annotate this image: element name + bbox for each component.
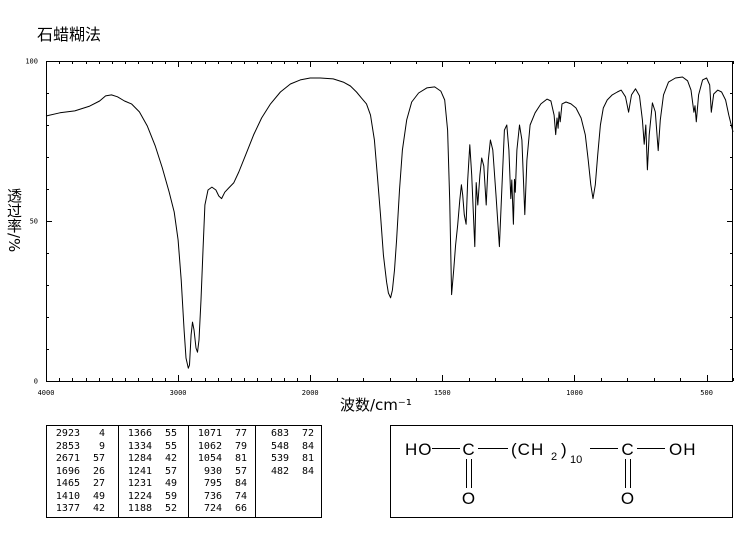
peak-transmittance: 55 — [164, 428, 177, 439]
peak-transmittance: 79 — [234, 440, 247, 452]
peak-wavenumber: 1465 — [55, 478, 80, 489]
peak-transmittance: 4 — [98, 428, 105, 439]
peak-transmittance: 42 — [92, 503, 105, 514]
methylene-subscript: 2 — [551, 451, 557, 463]
peak-wavenumber: 1366 — [127, 428, 152, 439]
peak-transmittance: 81 — [234, 453, 247, 464]
peak-wavenumber: 1071 — [197, 428, 222, 439]
peak-table-column: 2923 4 2853 9 2671 57 1696 26 1465 27 1410 49 1377 42 — [47, 426, 118, 517]
peak-transmittance: 52 — [164, 503, 177, 514]
peak-wavenumber: 2671 — [55, 453, 80, 464]
hydroxyl-group-left: HO — [405, 440, 433, 459]
peak-wavenumber: 736 — [203, 490, 222, 502]
repeat-count: 10 — [570, 454, 582, 466]
peak-wavenumber: 1410 — [55, 490, 80, 502]
peak-wavenumber: 1696 — [55, 465, 80, 477]
peak-transmittance: 57 — [164, 465, 177, 477]
x-tick-label: 4000 — [38, 389, 55, 397]
spectrum-line — [45, 76, 734, 369]
x-tick-label: 500 — [700, 389, 713, 397]
peak-wavenumber: 1284 — [127, 453, 152, 464]
peak-transmittance: 72 — [301, 428, 314, 439]
peak-table-column: 1071 77 1062 79 1054 81 930 57 795 84 736 74 724 66 — [188, 426, 255, 517]
carbonyl-carbon-left: C — [462, 440, 475, 459]
peak-transmittance: 49 — [92, 490, 105, 502]
x-tick-label: 3000 — [170, 389, 187, 397]
peak-transmittance: 26 — [92, 465, 105, 477]
peak-table-column: 1366 55 1334 55 1284 42 1241 57 1231 49 1224 59 1188… — [118, 426, 188, 517]
chain-close-paren: ) — [561, 440, 568, 459]
hydroxyl-group-right: OH — [669, 440, 697, 459]
peak-wavenumber: 482 — [270, 465, 289, 477]
peak-wavenumber: 930 — [203, 465, 222, 477]
peak-wavenumber: 795 — [203, 478, 222, 489]
chart-title: 石蜡糊法 — [37, 25, 102, 44]
peak-wavenumber: 1062 — [197, 440, 222, 452]
peak-wavenumber: 1377 — [55, 503, 80, 514]
plot-frame — [46, 61, 733, 382]
carbonyl-oxygen-left: O — [462, 489, 476, 508]
x-tick-label: 1500 — [434, 389, 451, 397]
peak-wavenumber: 1188 — [127, 503, 152, 514]
y-tick-label: 100 — [25, 58, 38, 66]
y-tick-label: 0 — [34, 378, 38, 386]
peak-wavenumber: 1334 — [127, 440, 152, 452]
methylene-group: (CH — [511, 440, 544, 459]
peak-transmittance: 55 — [164, 440, 177, 452]
peak-table: 2923 4 2853 9 2671 57 1696 26 1465 27 1410 49 1377 42… — [46, 425, 322, 518]
structure-frame — [390, 425, 733, 518]
peak-wavenumber: 1241 — [127, 465, 152, 477]
peak-transmittance: 84 — [301, 440, 314, 452]
peak-transmittance: 57 — [92, 453, 105, 464]
y-axis-label: 透过率/% — [5, 188, 23, 253]
peak-wavenumber: 683 — [270, 428, 289, 439]
peak-transmittance: 9 — [98, 440, 105, 452]
peak-transmittance: 49 — [164, 478, 177, 489]
peak-wavenumber: 1224 — [127, 490, 152, 502]
carbonyl-oxygen-right: O — [621, 489, 635, 508]
peak-wavenumber: 1231 — [127, 478, 152, 489]
peak-wavenumber: 548 — [270, 440, 289, 452]
peak-transmittance: 66 — [234, 503, 247, 514]
peak-transmittance: 84 — [234, 478, 247, 489]
peak-transmittance: 42 — [164, 453, 177, 464]
peak-wavenumber: 2853 — [55, 440, 80, 452]
peak-transmittance: 81 — [301, 453, 314, 464]
peak-transmittance: 57 — [234, 465, 247, 477]
carbonyl-carbon-right: C — [621, 440, 634, 459]
peak-transmittance: 77 — [234, 428, 247, 439]
peak-wavenumber: 724 — [203, 503, 222, 514]
y-tick-label: 50 — [30, 218, 38, 226]
x-tick-label: 2000 — [302, 389, 319, 397]
x-axis-label: 波数/cm⁻¹ — [340, 396, 412, 414]
peak-transmittance: 27 — [92, 478, 105, 489]
axis-ticks — [46, 61, 734, 382]
peak-transmittance: 74 — [234, 490, 247, 502]
structural-formula: HO C (CH 2 ) 10 C OH O O — [390, 425, 733, 518]
peak-transmittance: 84 — [301, 465, 314, 477]
peak-wavenumber: 539 — [270, 453, 289, 464]
peak-wavenumber: 2923 — [55, 428, 80, 439]
x-tick-label: 1000 — [566, 389, 583, 397]
peak-transmittance: 59 — [164, 490, 177, 502]
peak-wavenumber: 1054 — [197, 453, 222, 464]
peak-table-column: 683 72 548 84 539 81 482 84 — [255, 426, 321, 517]
